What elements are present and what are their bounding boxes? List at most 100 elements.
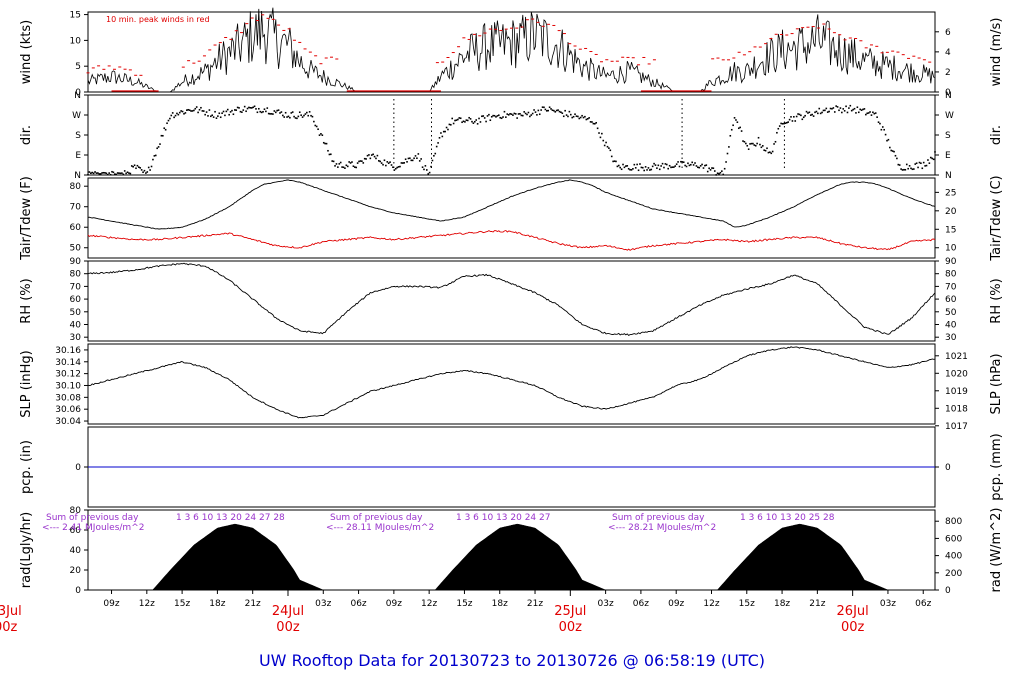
dir-mark [411, 159, 414, 162]
dir-mark [427, 173, 430, 175]
dir-mark [178, 111, 181, 114]
dir-mark [866, 112, 869, 115]
dir-mark [207, 115, 209, 117]
dir-mark [119, 172, 122, 175]
dir-mark [212, 116, 215, 118]
dir-mark [564, 109, 566, 112]
dir-mark [592, 122, 595, 125]
dir-mark [619, 166, 621, 169]
dir-mark [849, 104, 852, 107]
dir-mark [300, 114, 302, 116]
dir-mark [449, 123, 452, 126]
dir-mark [735, 119, 737, 121]
dir-mark [118, 172, 120, 174]
dir-mark [354, 166, 356, 168]
dir-mark [540, 109, 542, 111]
dir-mark [924, 165, 926, 167]
dir-mark [458, 117, 461, 119]
dir-mark [451, 117, 454, 120]
dir-mark [170, 114, 173, 117]
dir-mark [574, 113, 576, 116]
dir-mark [673, 166, 675, 168]
dir-mark [253, 105, 256, 108]
dir-mark [702, 167, 705, 169]
temp-right-tick-label: 15 [945, 225, 956, 235]
dir-mark [194, 107, 197, 110]
dir-mark [313, 120, 315, 123]
dir-mark [372, 153, 374, 156]
temp-right-tick-label: 10 [945, 244, 957, 254]
slp-right-axis-title: SLP (hPa) [989, 353, 1004, 414]
dir-mark [711, 167, 713, 169]
dir-mark [465, 119, 468, 121]
dir-mark [752, 142, 754, 145]
dir-mark [481, 115, 483, 118]
dir-mark [809, 114, 812, 116]
dir-mark [523, 111, 526, 113]
dir-mark [380, 162, 383, 164]
dir-mark [536, 114, 538, 116]
dir-mark [713, 170, 716, 172]
dir-mark [551, 109, 554, 112]
dir-mark [856, 106, 859, 109]
dir-mark [173, 116, 175, 119]
dir-mark [180, 110, 182, 112]
dir-mark [221, 112, 223, 115]
dir-mark [204, 113, 206, 116]
dir-mark [375, 157, 377, 160]
dir-mark [337, 166, 339, 168]
time-tick-label: 09z [386, 599, 402, 609]
dir-mark [232, 113, 235, 116]
dir-mark [290, 112, 293, 114]
dir-mark [660, 165, 662, 167]
dir-mark [903, 168, 905, 171]
dir-mark [815, 110, 818, 113]
dir-mark [857, 111, 860, 114]
dir-mark [644, 166, 647, 168]
dir-mark [630, 169, 633, 171]
dir-mark [773, 143, 775, 145]
dir-mark [109, 173, 112, 176]
day-label-date: 24Jul [272, 604, 304, 619]
dir-mark [695, 165, 698, 167]
dir-mark [403, 162, 406, 164]
wind-right-tick-label: 4 [945, 48, 951, 58]
dir-mark [274, 111, 277, 114]
dir-mark [925, 164, 928, 167]
dir-mark [433, 154, 435, 157]
dir-mark [345, 164, 348, 167]
dir-mark [565, 114, 568, 116]
dir-mark [386, 161, 389, 163]
dir-right-tick-label: S [945, 131, 951, 141]
dir-mark [289, 116, 291, 119]
dir-mark [781, 122, 784, 125]
series-tdew-line [87, 229, 936, 251]
pcp-left-axis-title: pcp. (in) [19, 440, 34, 494]
dir-mark [723, 167, 726, 170]
dir-mark [599, 136, 602, 139]
dir-mark [750, 142, 753, 145]
dir-mark [88, 171, 91, 173]
day-label-date: 25Jul [554, 604, 586, 619]
dir-mark [400, 162, 403, 164]
pcp-right-axis-title: pcp. (mm) [989, 433, 1004, 500]
dir-mark [448, 123, 451, 126]
dir-mark [897, 163, 900, 166]
dir-mark [636, 163, 638, 166]
dir-mark [664, 163, 667, 165]
dir-mark [421, 166, 424, 168]
dir-mark [231, 109, 233, 112]
dir-mark [126, 171, 129, 174]
rad-note-hours: 1 3 6 10 13 20 24 27 28 [176, 513, 285, 523]
dir-mark [174, 114, 177, 117]
dir-mark [101, 172, 103, 174]
dir-mark [187, 108, 190, 111]
series-dir [87, 99, 936, 176]
time-tick-label: 03z [598, 599, 614, 609]
dir-mark [190, 110, 192, 112]
dir-mark [243, 105, 246, 108]
dir-mark [533, 109, 535, 111]
dir-mark [728, 146, 730, 148]
day-label-hour: 00z [559, 620, 583, 635]
dir-mark [298, 111, 301, 114]
